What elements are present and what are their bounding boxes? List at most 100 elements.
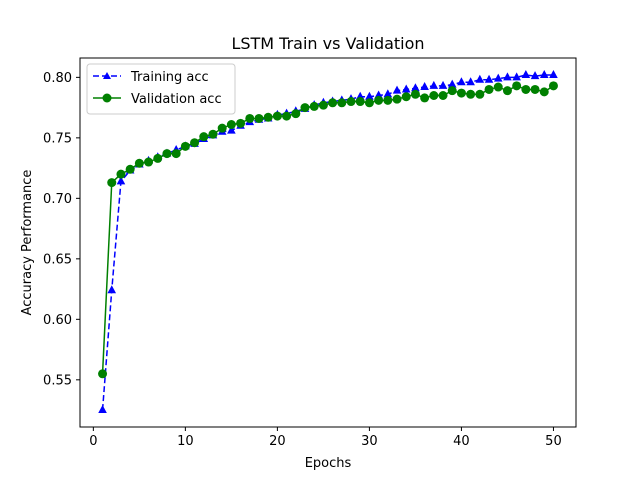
x-tick-label: 20 [269,434,286,449]
data-point-validation [493,82,503,92]
plot-area [80,58,576,427]
data-point-validation [125,164,135,174]
data-point-training [116,176,126,185]
data-point-validation [337,98,347,108]
data-point-training [475,74,485,83]
data-point-training [530,71,540,80]
data-point-validation [272,111,282,121]
data-point-validation [548,81,558,91]
y-tick-label: 0.70 [43,192,72,207]
data-point-training [521,69,531,78]
data-point-training [457,77,466,86]
x-tick-label: 30 [361,434,378,449]
data-point-validation [134,158,144,168]
series-layer [98,69,558,414]
data-point-validation [236,118,246,128]
data-point-validation [355,97,365,107]
data-point-validation [521,84,531,94]
data-point-validation [282,111,292,121]
data-point-validation [420,93,430,103]
data-point-validation [217,123,227,133]
x-axis-ticks: 0 10 20 30 40 50 [89,427,562,449]
data-point-training [401,84,411,93]
legend-marker-validation [102,93,112,103]
y-tick-label: 0.60 [43,313,72,328]
y-tick-label: 0.55 [43,373,72,388]
data-point-validation [456,88,466,98]
data-point-training [365,91,374,100]
data-point-training [447,79,457,88]
data-point-training [484,74,494,83]
y-axis-ticks: 0.55 0.60 0.65 0.70 0.75 0.80 [43,71,80,388]
data-point-validation [410,89,420,99]
data-point-validation [300,103,310,113]
data-point-validation [245,113,255,123]
data-point-validation [466,89,476,99]
data-point-validation [429,91,439,101]
data-point-validation [383,95,393,105]
legend-label-training: Training acc [130,70,209,85]
data-point-training [98,405,107,414]
data-point-validation [364,98,374,108]
data-point-training [503,72,512,81]
data-point-validation [180,141,190,151]
legend-label-validation: Validation acc [131,92,222,107]
data-point-training [227,125,236,134]
y-axis-label: Accuracy Performance [20,170,35,316]
data-point-validation [374,95,384,105]
data-point-validation [199,132,209,142]
data-point-validation [512,81,522,91]
data-point-validation [291,109,301,119]
data-point-validation [318,100,328,110]
x-axis-label: Epochs [305,456,352,471]
legend-marker-training [103,72,111,79]
data-point-validation [153,153,163,163]
data-point-validation [171,149,181,159]
data-point-validation [447,86,457,96]
data-point-validation [502,86,512,96]
data-point-training [107,285,117,294]
data-point-training [493,73,503,82]
data-point-validation [328,98,338,108]
data-point-validation [208,129,218,139]
data-point-training [466,77,475,86]
data-point-training [438,80,448,89]
data-point-training [420,82,429,91]
data-point-validation [475,89,485,99]
data-point-validation [98,369,108,379]
y-tick-label: 0.75 [43,131,72,146]
data-point-training [411,83,420,92]
data-point-validation [226,120,236,130]
data-point-validation [539,87,549,97]
data-point-validation [530,84,540,94]
axes-frame [79,57,577,428]
data-point-training [383,89,393,98]
data-point-validation [144,157,154,167]
data-point-training [549,69,558,78]
data-point-training [392,85,402,94]
data-point-training [539,69,549,78]
y-tick-label: 0.65 [43,252,72,267]
legend-box [86,63,236,115]
chart-title: LSTM Train vs Validation [231,34,424,53]
x-tick-label: 40 [453,434,470,449]
data-point-training [429,80,439,89]
data-point-validation [263,112,273,122]
data-point-validation [309,101,319,111]
data-point-validation [401,92,411,102]
x-tick-label: 10 [177,434,194,449]
data-point-validation [162,149,172,159]
data-point-training [512,72,521,81]
data-point-validation [116,169,126,179]
legend: Training acc Validation acc [86,63,236,115]
data-point-validation [484,84,494,94]
data-point-validation [346,97,356,107]
y-tick-label: 0.80 [43,71,72,86]
data-point-validation [254,113,264,123]
data-point-validation [438,91,448,101]
data-point-validation [392,94,402,104]
data-point-validation [107,178,117,188]
x-tick-label: 50 [545,434,562,449]
x-tick-label: 0 [89,434,97,449]
